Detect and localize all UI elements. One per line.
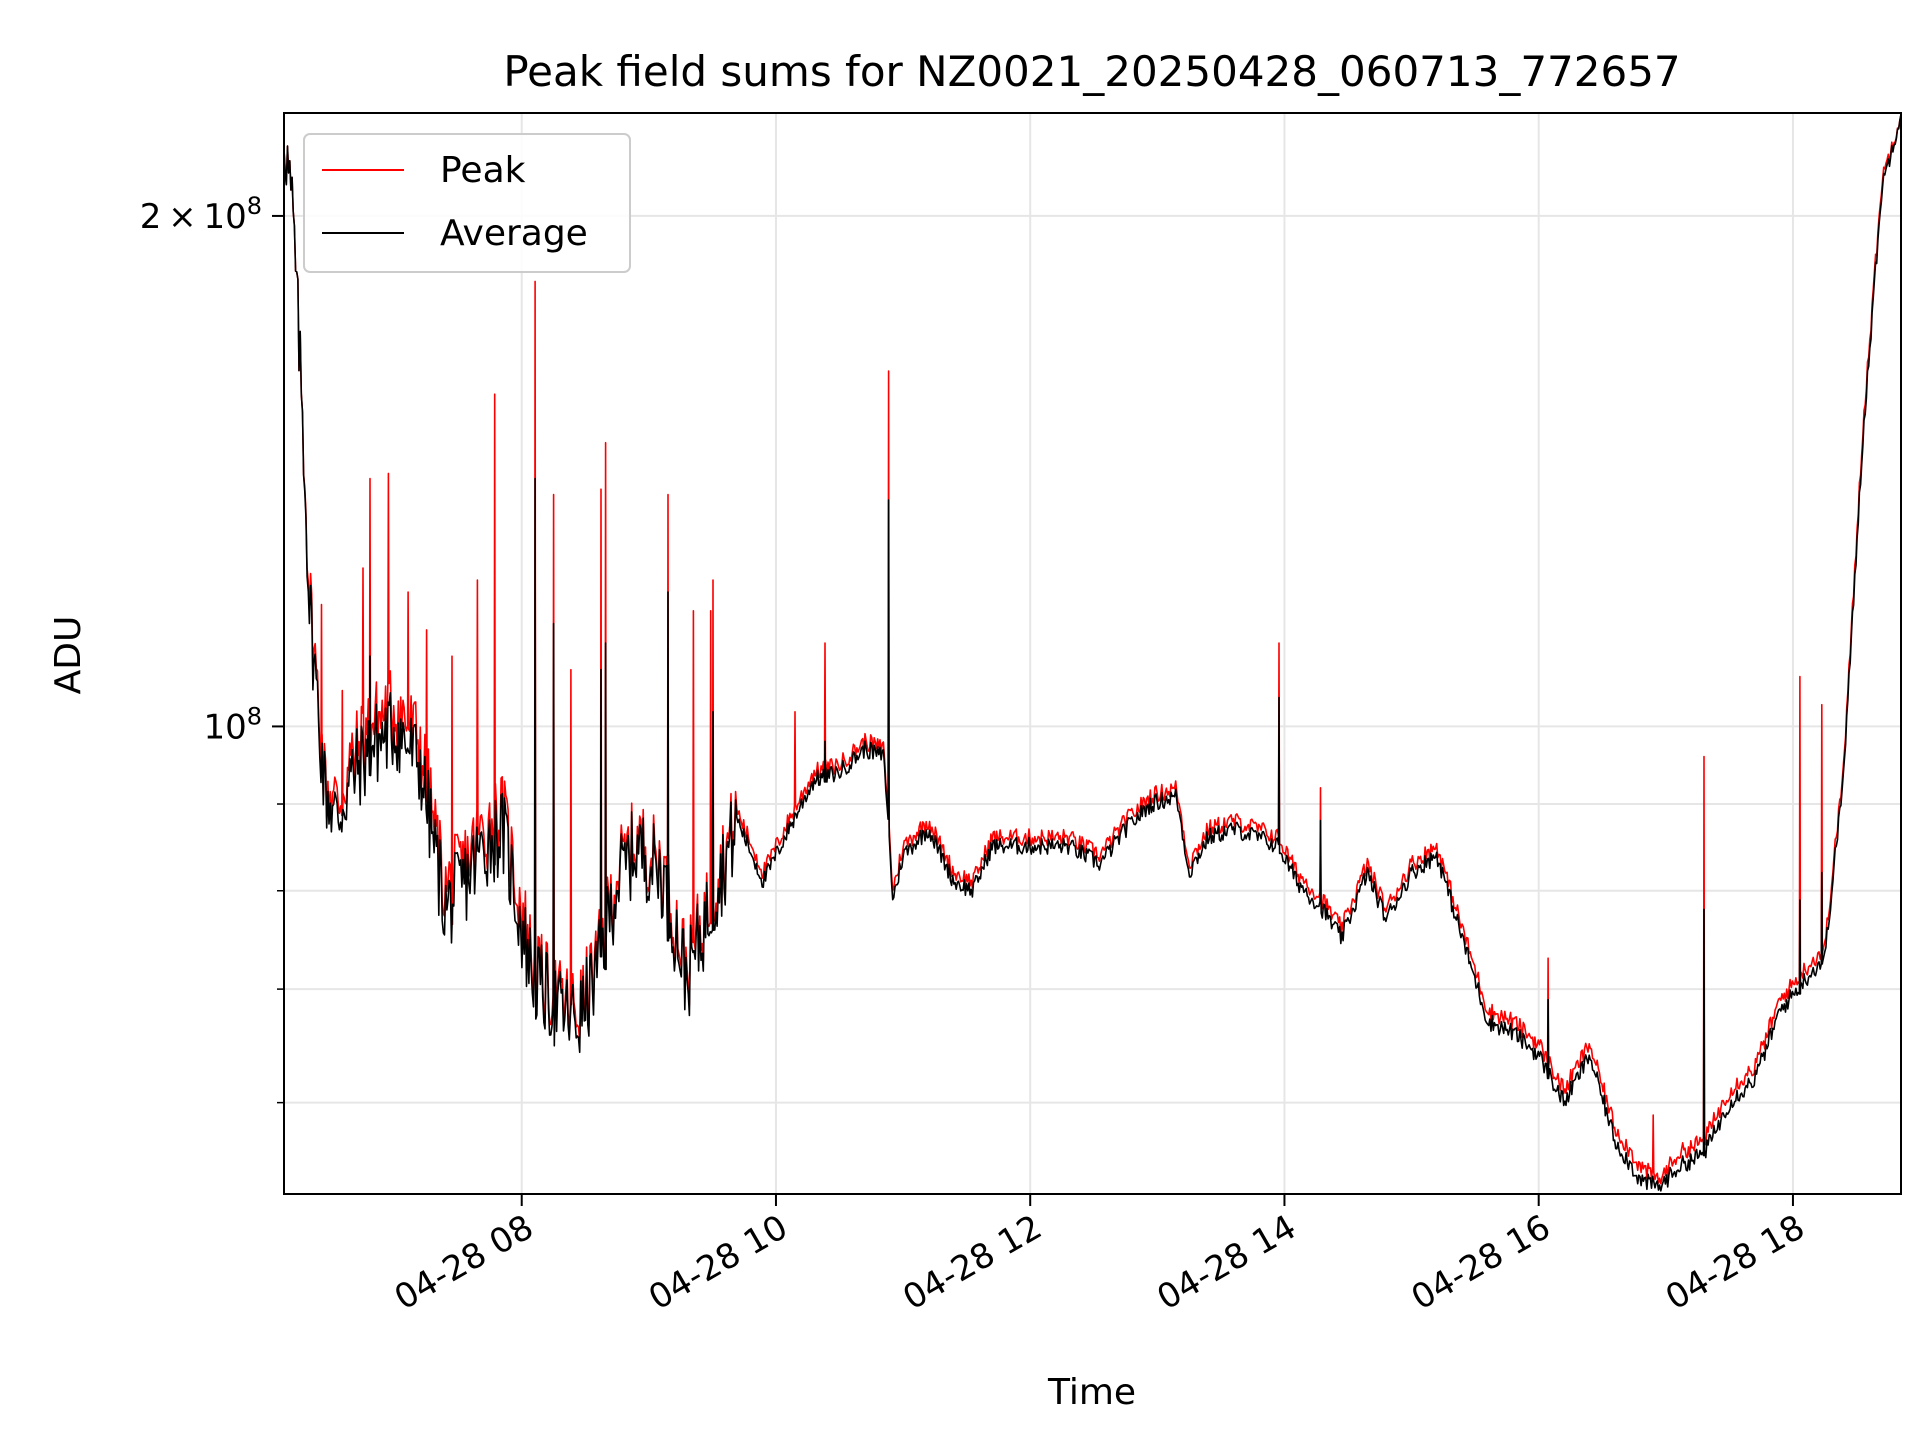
y-axis: 108 2 × 108 [140, 192, 284, 1104]
y-axis-label: ADU [48, 616, 89, 695]
series-line-average [284, 114, 1901, 1192]
legend-box [303, 133, 631, 273]
plot-lines [284, 114, 1901, 1192]
grid [284, 113, 1901, 1194]
x-tick-label: 04-28 08 [388, 1207, 540, 1318]
chart-title: Peak field sums for NZ0021_20250428_0607… [503, 47, 1680, 96]
x-tick-label: 04-28 10 [642, 1207, 794, 1318]
legend-peak-label: Peak [440, 150, 526, 191]
x-tick-label: 04-28 18 [1659, 1207, 1811, 1318]
x-tick-label: 04-28 16 [1405, 1207, 1557, 1318]
x-axis: 04-28 08 04-28 10 04-28 12 04-28 14 04-28 16… [388, 1194, 1811, 1318]
y-tick-label: 2 × 108 [140, 192, 262, 237]
legend-average-label: Average [440, 213, 588, 254]
x-axis-label: Time [1047, 1372, 1136, 1413]
legend: Peak Average [303, 133, 631, 273]
x-tick-label: 04-28 14 [1151, 1207, 1303, 1318]
y-tick-label: 108 [203, 702, 262, 747]
axes-frame [283, 112, 1902, 1195]
series-line-peak [284, 114, 1901, 1185]
x-tick-label: 04-28 12 [896, 1207, 1048, 1318]
